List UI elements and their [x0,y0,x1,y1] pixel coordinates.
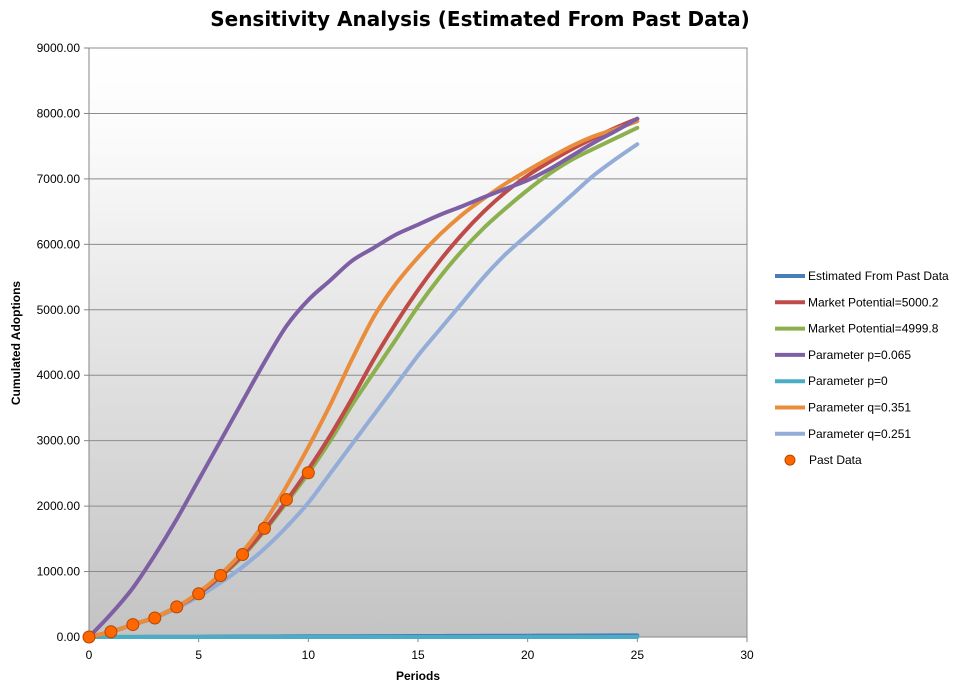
past-data-point [170,600,184,614]
past-data-point [257,521,271,535]
past-data-point [148,611,162,625]
plot-area [88,47,748,638]
y-tick-labels: 0.00 1000.00 2000.00 3000.00 4000.00 5000.00 6… [37,41,81,644]
past-data-points [82,466,315,644]
past-data-point [82,630,96,644]
y-tick-label: 2000.00 [37,499,81,513]
legend: Estimated From Past Data Market Potential… [775,269,949,467]
x-tick-label: 15 [411,648,425,662]
x-tick-label: 25 [631,648,645,662]
y-axis-title: Cumulated Adoptions [9,281,23,406]
legend-label: Past Data [809,453,862,467]
y-tick-label: 1000.00 [37,565,81,579]
y-tick-label: 9000.00 [37,41,81,55]
past-data-point [214,568,228,582]
gridlines [84,47,747,638]
x-tick-label: 30 [740,648,754,662]
y-tick-label: 8000.00 [37,106,81,120]
legend-marker [784,454,796,466]
past-data-point [126,618,140,632]
past-data-point [301,466,315,480]
x-axis-title: Periods [396,669,440,683]
x-tick-label: 20 [521,648,535,662]
y-tick-label: 7000.00 [37,172,81,186]
x-tick-label: 5 [195,648,202,662]
x-tick-labels: 0 5 10 15 20 25 30 [86,637,754,662]
past-data-point [192,587,206,601]
y-tick-label: 0.00 [57,630,81,644]
y-tick-label: 3000.00 [37,434,81,448]
y-tick-label: 5000.00 [37,303,81,317]
y-tick-label: 6000.00 [37,237,81,251]
y-tick-label: 4000.00 [37,368,81,382]
legend-label: Market Potential=4999.8 [808,322,939,336]
legend-label: Parameter p=0 [808,374,888,388]
x-tick-label: 10 [302,648,316,662]
legend-label: Market Potential=5000.2 [808,295,939,309]
legend-label: Parameter p=0.065 [808,348,911,362]
legend-label: Parameter q=0.351 [808,401,911,415]
series-line-parameter-p-0-065 [87,116,640,639]
past-data-point [279,493,293,507]
past-data-point [236,548,250,562]
legend-label: Parameter q=0.251 [808,427,911,441]
legend-label: Estimated From Past Data [808,269,949,283]
past-data-point [104,625,118,639]
chart-title: Sensitivity Analysis (Estimated From Pas… [210,7,750,31]
x-tick-label: 0 [86,648,93,662]
